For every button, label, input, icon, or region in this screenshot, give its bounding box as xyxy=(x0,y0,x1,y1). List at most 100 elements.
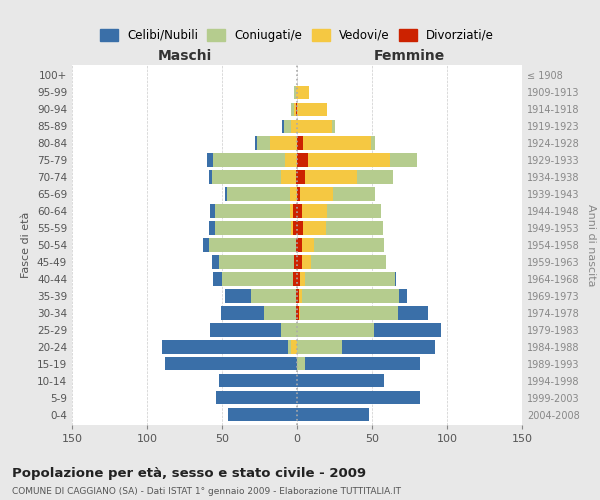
Bar xyxy=(325,222,383,234)
Bar xyxy=(342,340,435,353)
Bar xyxy=(296,170,297,183)
Text: COMUNE DI CAGGIANO (SA) - Dati ISTAT 1° gennaio 2009 - Elaborazione TUTTITALIA.I: COMUNE DI CAGGIANO (SA) - Dati ISTAT 1° … xyxy=(12,488,401,496)
Bar xyxy=(210,204,215,218)
Bar xyxy=(294,102,296,116)
Bar xyxy=(297,86,309,99)
Text: Femmine: Femmine xyxy=(374,50,445,64)
Bar xyxy=(296,290,297,302)
Bar xyxy=(297,238,302,252)
Bar xyxy=(215,222,291,234)
Bar xyxy=(305,357,420,370)
Bar xyxy=(314,238,384,252)
Bar xyxy=(305,170,357,183)
Bar xyxy=(297,222,303,234)
Bar xyxy=(373,324,441,336)
Bar xyxy=(302,238,314,252)
Bar xyxy=(300,306,398,320)
Bar xyxy=(291,340,297,353)
Bar xyxy=(212,170,281,183)
Bar xyxy=(296,86,297,99)
Bar xyxy=(297,272,300,285)
Bar xyxy=(207,154,213,166)
Bar xyxy=(297,188,300,200)
Text: Popolazione per età, sesso e stato civile - 2009: Popolazione per età, sesso e stato civil… xyxy=(12,468,366,480)
Bar xyxy=(300,272,305,285)
Bar xyxy=(251,290,296,302)
Bar xyxy=(162,340,288,353)
Bar xyxy=(213,154,285,166)
Bar xyxy=(209,170,212,183)
Bar xyxy=(212,256,219,268)
Bar xyxy=(209,238,296,252)
Bar xyxy=(296,102,297,116)
Bar xyxy=(291,102,294,116)
Bar xyxy=(288,340,291,353)
Bar xyxy=(299,306,300,320)
Bar xyxy=(302,256,311,268)
Bar xyxy=(219,256,294,268)
Bar xyxy=(297,408,369,422)
Bar xyxy=(264,306,296,320)
Bar xyxy=(302,290,399,302)
Bar xyxy=(221,306,264,320)
Bar xyxy=(398,306,427,320)
Bar xyxy=(225,290,251,302)
Bar xyxy=(285,154,297,166)
Bar xyxy=(297,391,420,404)
Bar xyxy=(281,170,296,183)
Bar xyxy=(222,272,293,285)
Bar xyxy=(297,136,303,149)
Y-axis label: Fasce di età: Fasce di età xyxy=(22,212,31,278)
Bar xyxy=(333,188,375,200)
Bar xyxy=(294,86,296,99)
Bar xyxy=(255,136,257,149)
Bar xyxy=(210,324,281,336)
Bar xyxy=(215,204,290,218)
Bar xyxy=(308,154,390,166)
Bar xyxy=(300,188,333,200)
Bar xyxy=(225,188,227,200)
Bar xyxy=(305,272,395,285)
Bar xyxy=(297,340,342,353)
Bar xyxy=(290,188,297,200)
Bar xyxy=(331,120,335,133)
Bar xyxy=(291,222,293,234)
Bar xyxy=(297,357,305,370)
Bar xyxy=(293,272,297,285)
Bar xyxy=(297,306,299,320)
Text: Maschi: Maschi xyxy=(157,50,212,64)
Bar xyxy=(293,222,297,234)
Bar xyxy=(303,222,325,234)
Bar xyxy=(297,170,305,183)
Bar xyxy=(270,136,297,149)
Bar xyxy=(297,102,327,116)
Bar xyxy=(291,120,297,133)
Bar xyxy=(290,204,293,218)
Bar xyxy=(297,324,373,336)
Bar xyxy=(390,154,417,166)
Bar xyxy=(311,256,386,268)
Bar xyxy=(299,290,302,302)
Bar xyxy=(165,357,297,370)
Bar xyxy=(399,290,407,302)
Bar xyxy=(284,120,291,133)
Legend: Celibi/Nubili, Coniugati/e, Vedovi/e, Divorziati/e: Celibi/Nubili, Coniugati/e, Vedovi/e, Di… xyxy=(95,24,499,46)
Bar xyxy=(371,136,375,149)
Bar xyxy=(294,256,297,268)
Bar xyxy=(281,324,297,336)
Bar xyxy=(297,374,384,388)
Bar xyxy=(216,391,297,404)
Bar xyxy=(297,120,331,133)
Bar xyxy=(297,154,308,166)
Bar xyxy=(257,136,270,149)
Y-axis label: Anni di nascita: Anni di nascita xyxy=(586,204,596,286)
Bar xyxy=(303,136,371,149)
Bar xyxy=(297,256,302,268)
Bar xyxy=(227,188,290,200)
Bar xyxy=(219,374,297,388)
Bar xyxy=(302,204,327,218)
Bar xyxy=(296,306,297,320)
Bar xyxy=(228,408,297,422)
Bar xyxy=(293,204,297,218)
Bar xyxy=(297,204,302,218)
